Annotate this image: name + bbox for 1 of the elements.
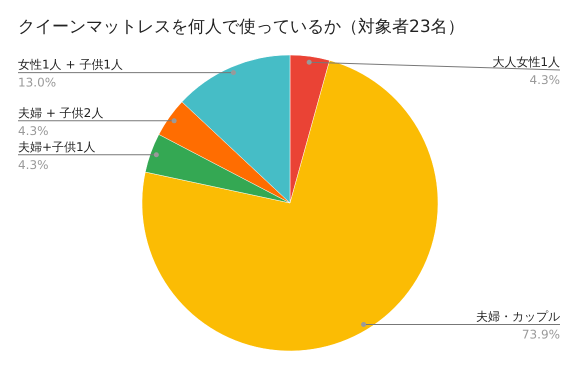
- title: クイーンマットレスを何人で使っているか（対象者23名）: [18, 17, 465, 37]
